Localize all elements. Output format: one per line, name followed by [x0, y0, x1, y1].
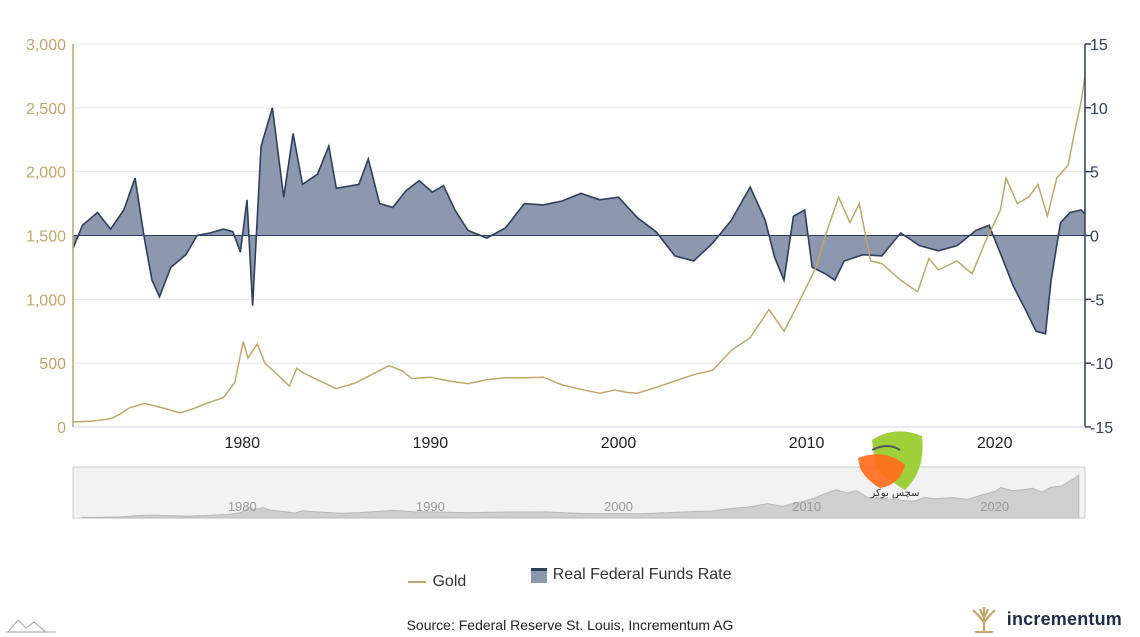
left-tick-label: 2,500	[26, 101, 66, 118]
x-tick-label: 2000	[601, 435, 637, 452]
legend: Gold Real Federal Funds Rate	[0, 566, 1140, 591]
svg-text:سچس بوکر: سچس بوکر	[870, 488, 920, 499]
real-rate-fill	[73, 107, 1085, 334]
x-tick-label: 1990	[413, 435, 449, 452]
x-axis-ticks: 1980 1990 2000 2010 2020	[224, 435, 1012, 452]
right-tick-label: -10	[1090, 356, 1113, 373]
mountain-icon	[6, 619, 56, 633]
right-tick-label: 10	[1090, 101, 1108, 118]
chart: 3,000 2,500 2,000 1,500 1,000 500 0 15 10 5 0 -5 -1…	[26, 37, 1113, 519]
rate-swatch	[530, 567, 547, 583]
x-tick-label: 2010	[789, 435, 825, 452]
left-tick-label: 2,000	[26, 165, 66, 182]
left-tick-label: 500	[39, 356, 66, 373]
legend-item-rate[interactable]: Real Federal Funds Rate	[530, 566, 732, 584]
left-tick-label: 1,500	[26, 229, 66, 246]
left-tick-label: 0	[57, 420, 66, 437]
navigator-tick-label: 1990	[416, 499, 445, 514]
x-tick-label: 1980	[224, 435, 260, 452]
right-tick-label: -15	[1090, 420, 1113, 437]
navigator-tick-label: 2010	[792, 499, 821, 514]
left-tick-label: 3,000	[26, 37, 66, 54]
real-rate-line	[72, 107, 1086, 335]
brand-name: incrementum	[1006, 608, 1122, 629]
right-tick-label: 5	[1090, 165, 1099, 182]
watermark-icon	[858, 431, 923, 490]
gold-swatch	[408, 580, 427, 583]
right-tick-label: 0	[1090, 229, 1099, 246]
watermark-logo: سچس بوکر	[858, 431, 923, 499]
legend-gold-label: Gold	[432, 572, 467, 590]
right-tick-label: 15	[1090, 37, 1108, 54]
gold-line	[72, 75, 1086, 423]
navigator-tick-label: 1980	[228, 499, 257, 514]
gold-series-line	[72, 75, 1086, 423]
x-tick-label: 2020	[977, 435, 1013, 452]
right-tick-label: -5	[1090, 292, 1104, 309]
left-tick-label: 1,000	[26, 292, 66, 309]
source-note: Source: Federal Reserve St. Louis, Incre…	[406, 617, 734, 633]
legend-item-gold[interactable]: Gold	[408, 573, 466, 591]
navigator-tick-label: 2000	[604, 499, 633, 514]
range-navigator[interactable]: 1980 1990 2000 2010 2020	[72, 466, 1086, 519]
tree-icon	[971, 607, 996, 633]
legend-rate-label: Real Federal Funds Rate	[552, 566, 732, 583]
real-rate-area	[72, 107, 1086, 335]
brand-logo: incrementum	[969, 604, 1122, 634]
right-axis-ticks: 15 10 5 0 -5 -10 -15	[1085, 37, 1113, 437]
left-axis-ticks: 3,000 2,500 2,000 1,500 1,000 500 0	[26, 37, 66, 437]
navigator-tick-label: 2020	[980, 499, 1009, 514]
navigator-series	[81, 473, 1080, 519]
